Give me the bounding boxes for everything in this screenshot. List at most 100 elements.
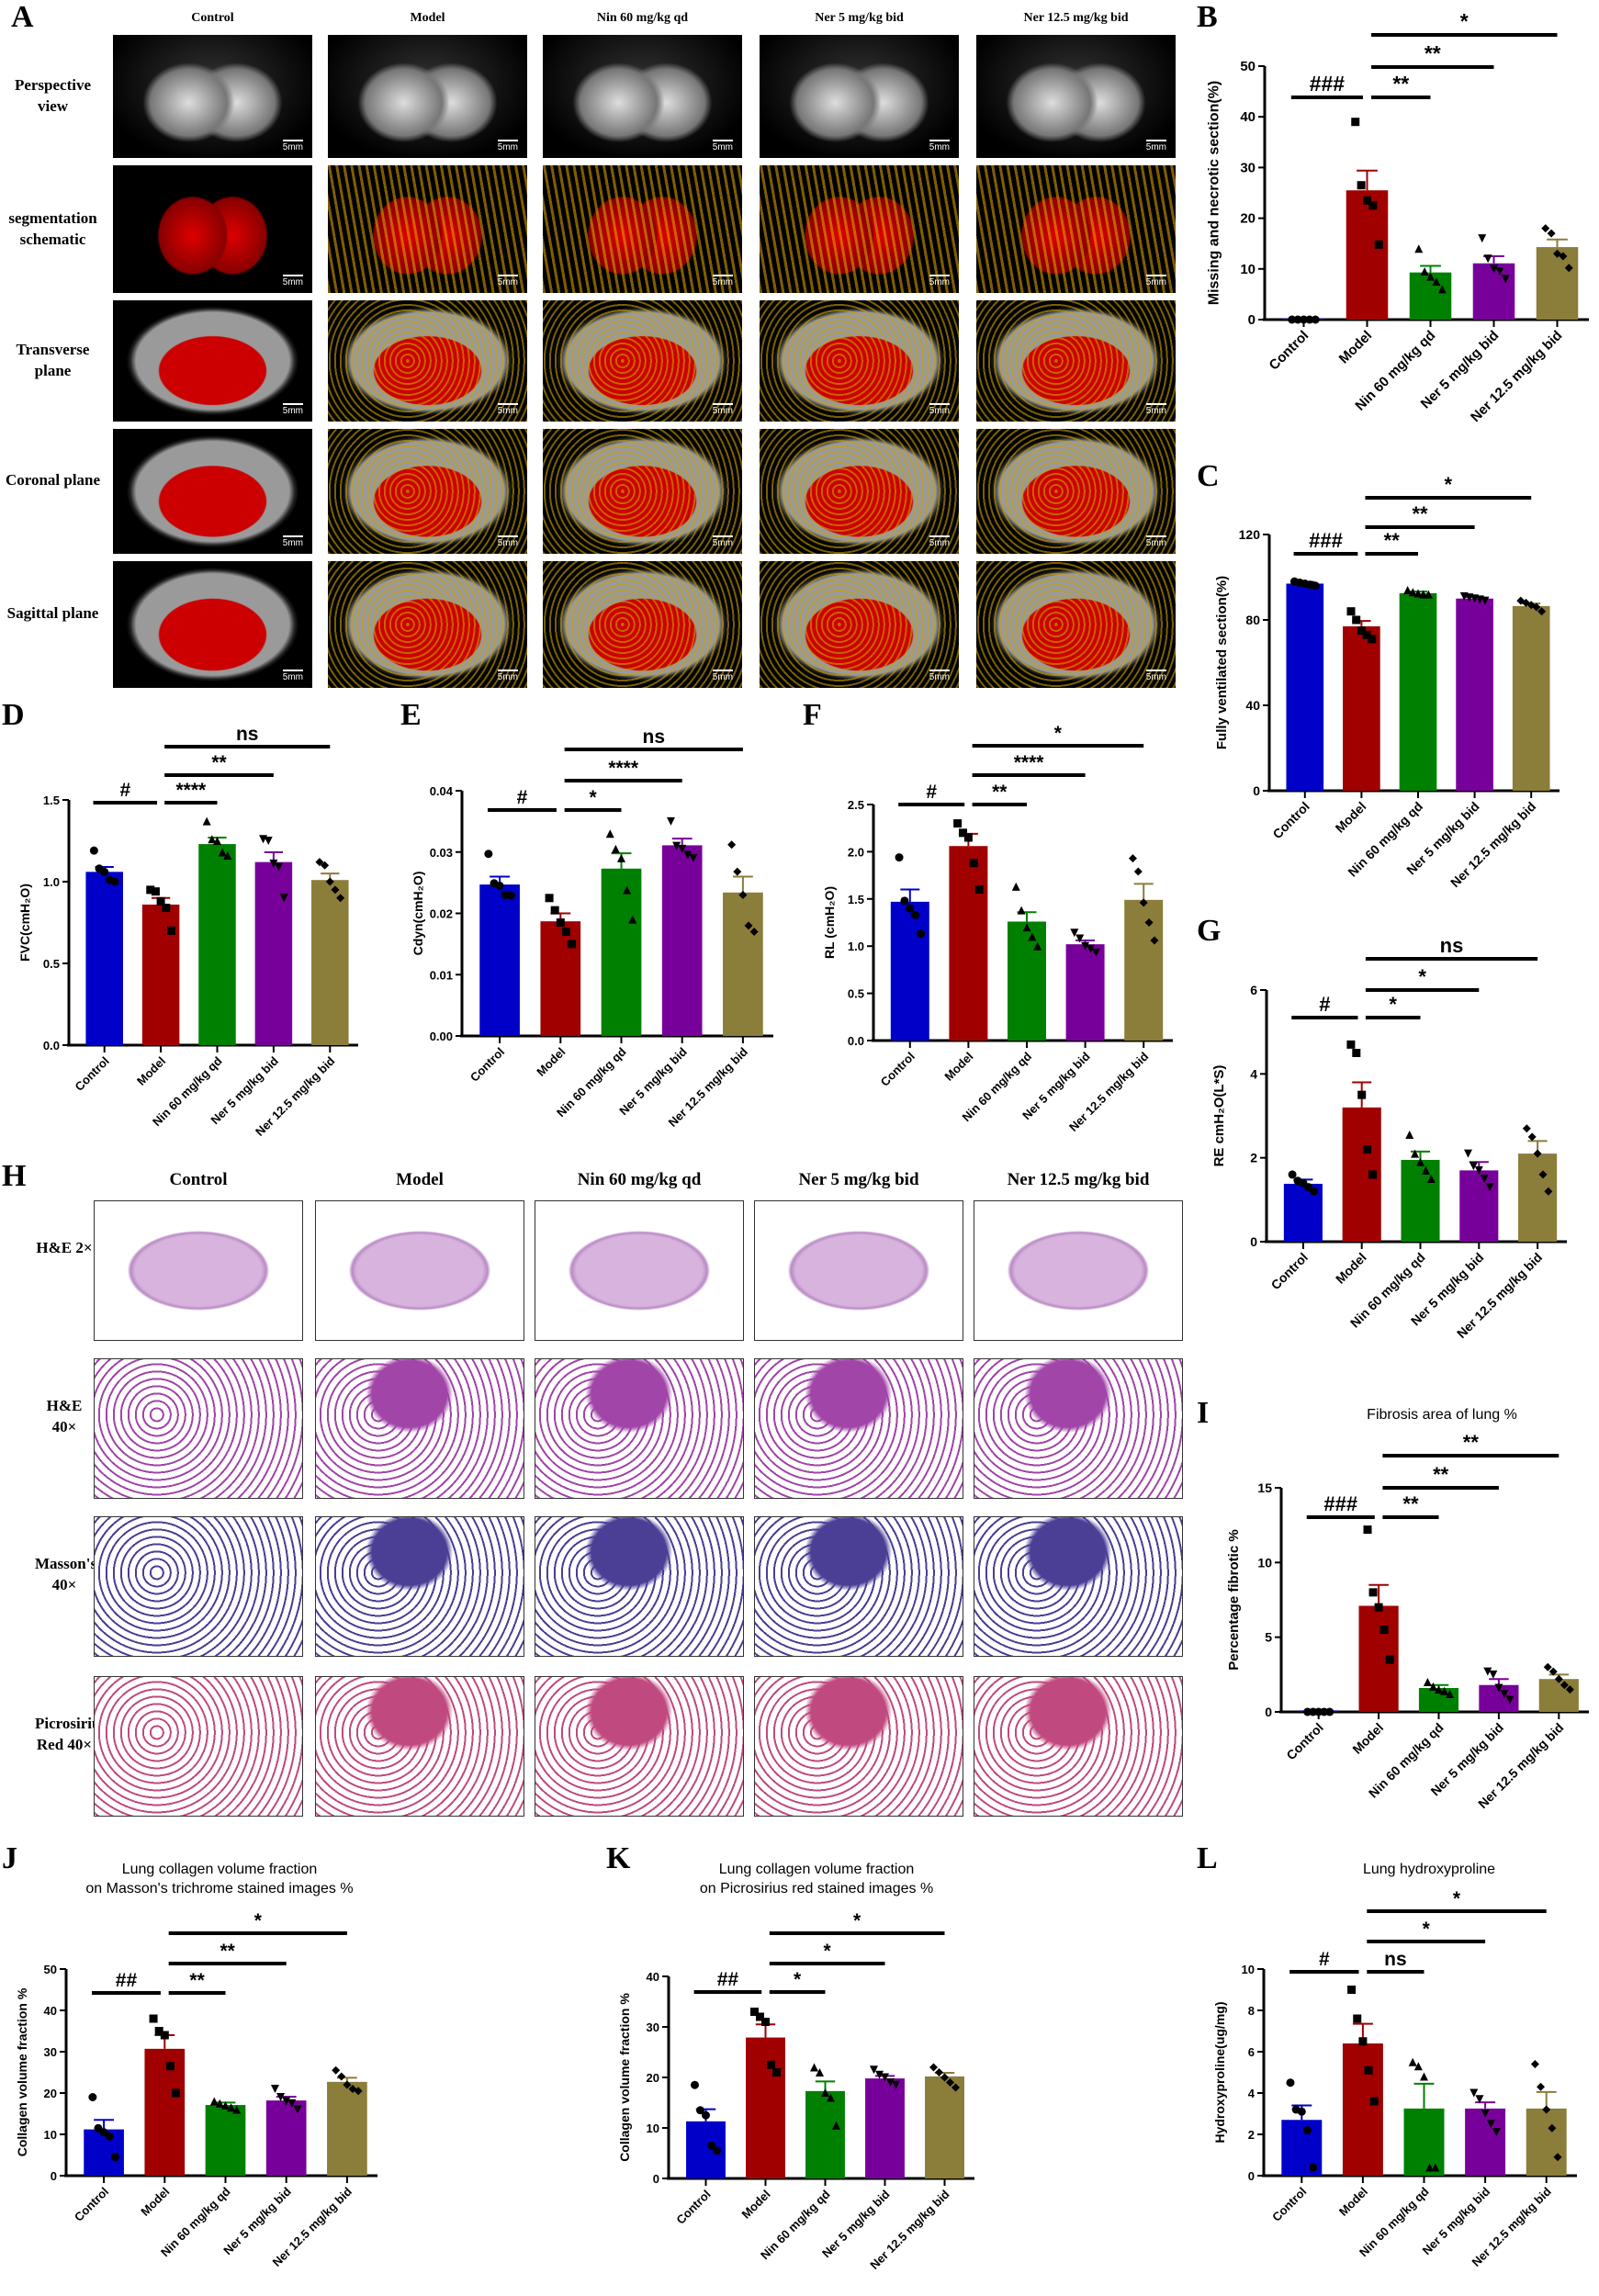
data-point	[276, 2093, 286, 2101]
data-point	[1478, 234, 1487, 243]
panel-letter-g: G	[1197, 914, 1222, 948]
data-point	[1011, 882, 1020, 891]
data-point	[332, 2065, 341, 2075]
x-tick-label: Control	[878, 1050, 918, 1089]
data-point	[550, 906, 559, 915]
micro-ct-image: 5mm	[543, 300, 742, 422]
bar-1	[746, 2037, 785, 2178]
scale-bar: 5mm	[929, 140, 950, 152]
data-point	[1385, 1655, 1394, 1664]
data-point	[1426, 272, 1435, 281]
y-tick-label: 0	[1253, 783, 1260, 798]
histology-image	[94, 1200, 303, 1341]
scale-bar: 5mm	[282, 275, 303, 287]
histology-image	[535, 1200, 744, 1341]
data-point	[1364, 2065, 1373, 2075]
data-point	[110, 2153, 119, 2162]
histology-image	[535, 1516, 744, 1657]
micro-ct-image: 5mm	[976, 165, 1176, 293]
panel-letter-h: H	[2, 1159, 27, 1193]
bar-4	[311, 880, 349, 1045]
y-tick-label: 1.5	[848, 893, 864, 906]
data-point	[218, 848, 227, 857]
data-point	[1310, 1187, 1319, 1196]
y-tick-label: 20	[44, 2087, 57, 2100]
data-point	[1363, 1525, 1372, 1535]
data-point	[1070, 929, 1079, 938]
data-point	[874, 2070, 884, 2079]
micro-ct-image: 5mm	[328, 165, 527, 293]
data-point	[287, 2099, 297, 2108]
micro-ct-image: 5mm	[328, 561, 527, 688]
y-tick-label: 40	[44, 2004, 57, 2018]
data-point	[1368, 201, 1378, 210]
data-point	[713, 2146, 722, 2155]
data-point	[1421, 1165, 1430, 1175]
significance-label: *	[1418, 965, 1426, 988]
scale-bar: 5mm	[282, 140, 303, 152]
panel-letter-b: B	[1197, 0, 1218, 34]
micro-ct-image: 5mm	[113, 165, 312, 293]
x-tick-label: Model	[534, 1045, 568, 1079]
data-point	[1475, 2095, 1484, 2104]
data-point	[160, 2031, 169, 2040]
data-point	[1133, 867, 1143, 876]
histology-image	[754, 1358, 963, 1499]
y-tick-label: 0	[1248, 312, 1256, 328]
micro-ct-image: 5mm	[113, 429, 312, 554]
data-point	[1437, 285, 1447, 294]
data-point	[1559, 252, 1568, 261]
data-point	[293, 2105, 302, 2114]
y-tick-label: 0	[1265, 1705, 1272, 1719]
data-point	[929, 2063, 938, 2072]
bar-2	[1399, 592, 1437, 791]
bar-0	[85, 872, 123, 1045]
x-tick-label: Control	[1267, 328, 1312, 374]
data-point	[1379, 1626, 1389, 1635]
data-point	[815, 2068, 824, 2077]
data-point	[749, 2008, 759, 2016]
data-point	[623, 885, 632, 895]
bar-1	[1342, 2043, 1383, 2176]
data-point	[1527, 1132, 1537, 1142]
significance-label: *	[853, 1910, 861, 1931]
significance-label: **	[211, 752, 227, 773]
panel-h-row-label: H&E 40×	[46, 1397, 86, 1435]
data-point	[264, 837, 273, 845]
micro-ct-image: 5mm	[113, 300, 312, 422]
data-point	[1480, 1175, 1489, 1183]
data-point	[88, 2093, 97, 2101]
data-point	[1311, 315, 1320, 324]
micro-ct-image: 5mm	[328, 300, 527, 422]
data-point	[1428, 1682, 1437, 1691]
significance-label: #	[1319, 1949, 1330, 1970]
data-point	[963, 833, 973, 842]
significance-label: **	[220, 1941, 236, 1962]
significance-label: *	[1423, 1919, 1431, 1940]
micro-ct-image: 5mm	[328, 35, 527, 158]
data-point	[1464, 1149, 1473, 1158]
data-point	[336, 894, 345, 903]
data-point	[1368, 635, 1377, 644]
data-point	[1533, 1149, 1542, 1158]
data-point	[221, 2101, 230, 2110]
data-point	[165, 2062, 175, 2071]
data-point	[683, 850, 693, 860]
significance-label: ****	[1014, 752, 1045, 773]
data-point	[1288, 315, 1297, 324]
data-point	[1425, 2163, 1435, 2172]
data-point	[1413, 589, 1423, 598]
y-tick-label: 2.0	[848, 845, 864, 859]
significance-label: ****	[608, 758, 639, 779]
bar-2	[1401, 1159, 1440, 1242]
data-point	[1347, 1986, 1357, 1994]
significance-label: **	[1402, 1492, 1419, 1515]
significance-label: *	[794, 1969, 802, 1990]
panel-letter-f: F	[803, 698, 822, 732]
data-point	[315, 858, 324, 867]
data-point	[1286, 2078, 1295, 2088]
data-point	[1075, 934, 1085, 943]
y-axis-label: Hydroxyproline(ug/mg)	[1212, 2001, 1227, 2143]
chart-title: Lung collagen volume fraction	[122, 1862, 318, 1877]
